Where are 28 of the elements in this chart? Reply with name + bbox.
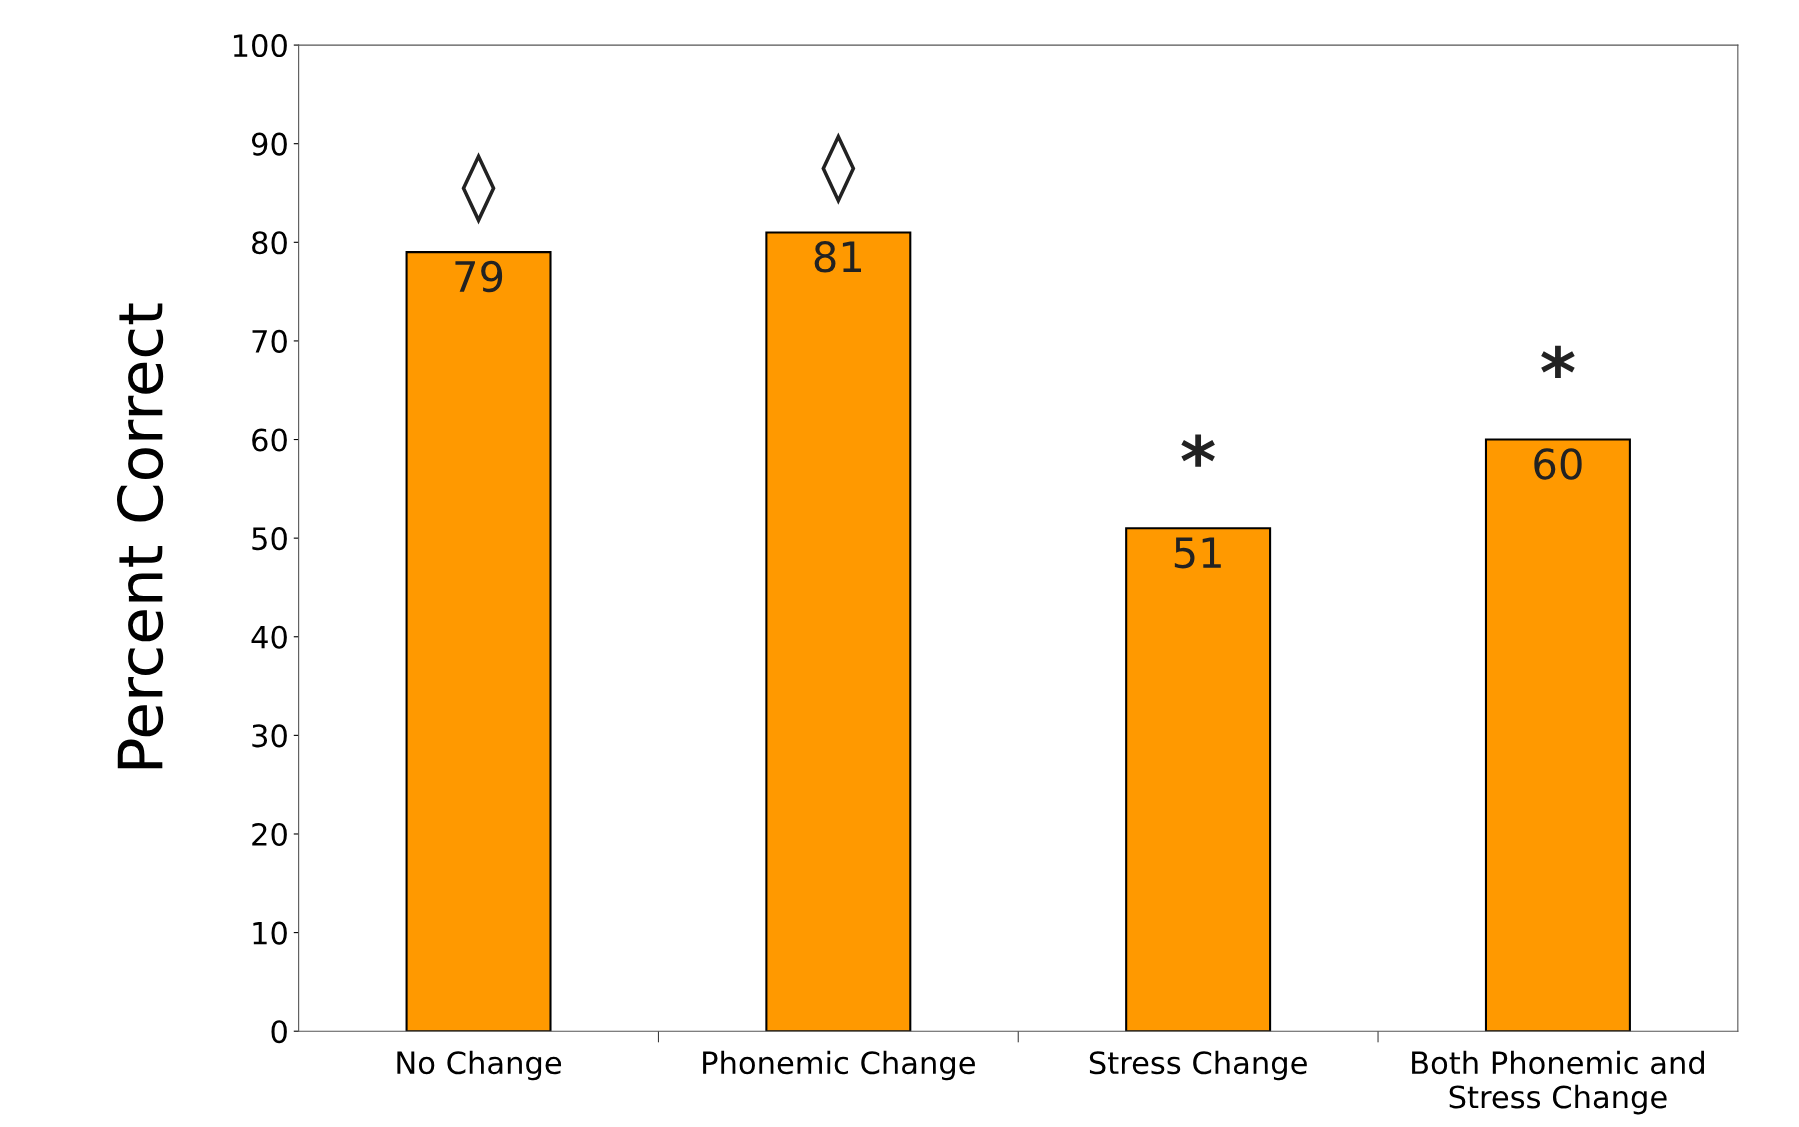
y-tick-label: 60 — [252, 428, 287, 452]
data-label: 81 — [814, 241, 861, 273]
annotation: * — [1181, 434, 1215, 467]
x-tick-label: Stress Change — [1089, 1050, 1307, 1081]
bar — [765, 231, 912, 1032]
y-tick-label: 70 — [252, 329, 287, 353]
x-tick-label: No Change — [397, 1050, 562, 1081]
annotation: ◊ — [461, 152, 496, 225]
y-axis-title: Percent Correct — [116, 303, 164, 769]
bar — [1484, 438, 1631, 1032]
x-tick-label: Both Phonemic and Stress Change — [1412, 1050, 1704, 1115]
y-tick-label: 20 — [252, 822, 287, 847]
y-tick-label: 10 — [253, 921, 287, 945]
y-tick-label: 40 — [251, 625, 287, 649]
data-label: 60 — [1534, 448, 1582, 480]
y-tick-label: 50 — [252, 527, 287, 551]
data-label: 51 — [1174, 537, 1221, 569]
bar — [405, 251, 552, 1032]
y-tick-label: 100 — [233, 34, 287, 58]
data-label: 79 — [455, 260, 503, 293]
annotation: * — [1541, 345, 1575, 379]
annotation: ◊ — [821, 132, 856, 205]
bar — [1125, 527, 1272, 1032]
y-tick-label: 0 — [271, 1020, 287, 1044]
y-tick-label: 30 — [252, 724, 287, 748]
y-tick-label: 90 — [251, 132, 287, 156]
x-tick-label: Phonemic Change — [703, 1050, 975, 1081]
y-tick-label: 80 — [252, 231, 287, 255]
